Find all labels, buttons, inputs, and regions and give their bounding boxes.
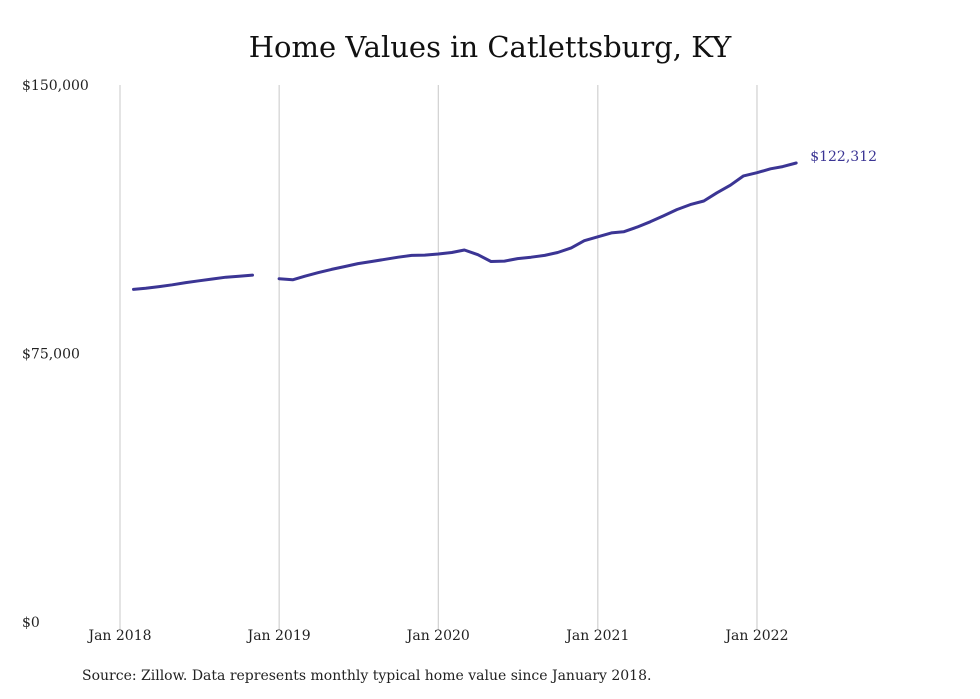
x-tick-label: Jan 2018 [86, 628, 151, 644]
x-tick-label: Jan 2020 [405, 628, 470, 644]
y-tick-label: $0 [22, 615, 40, 631]
x-tick-label: Jan 2019 [246, 628, 311, 644]
x-tick-label: Jan 2022 [723, 628, 788, 644]
chart-source-note: Source: Zillow. Data represents monthly … [82, 668, 652, 684]
y-tick-label: $75,000 [22, 347, 80, 363]
series-line [132, 273, 254, 291]
y-tick-label: $150,000 [22, 78, 89, 94]
chart-title: Home Values in Catlettsburg, KY [248, 30, 732, 64]
end-value-label: $122,312 [810, 149, 877, 165]
series-line [277, 161, 798, 282]
x-tick-label: Jan 2021 [564, 628, 629, 644]
